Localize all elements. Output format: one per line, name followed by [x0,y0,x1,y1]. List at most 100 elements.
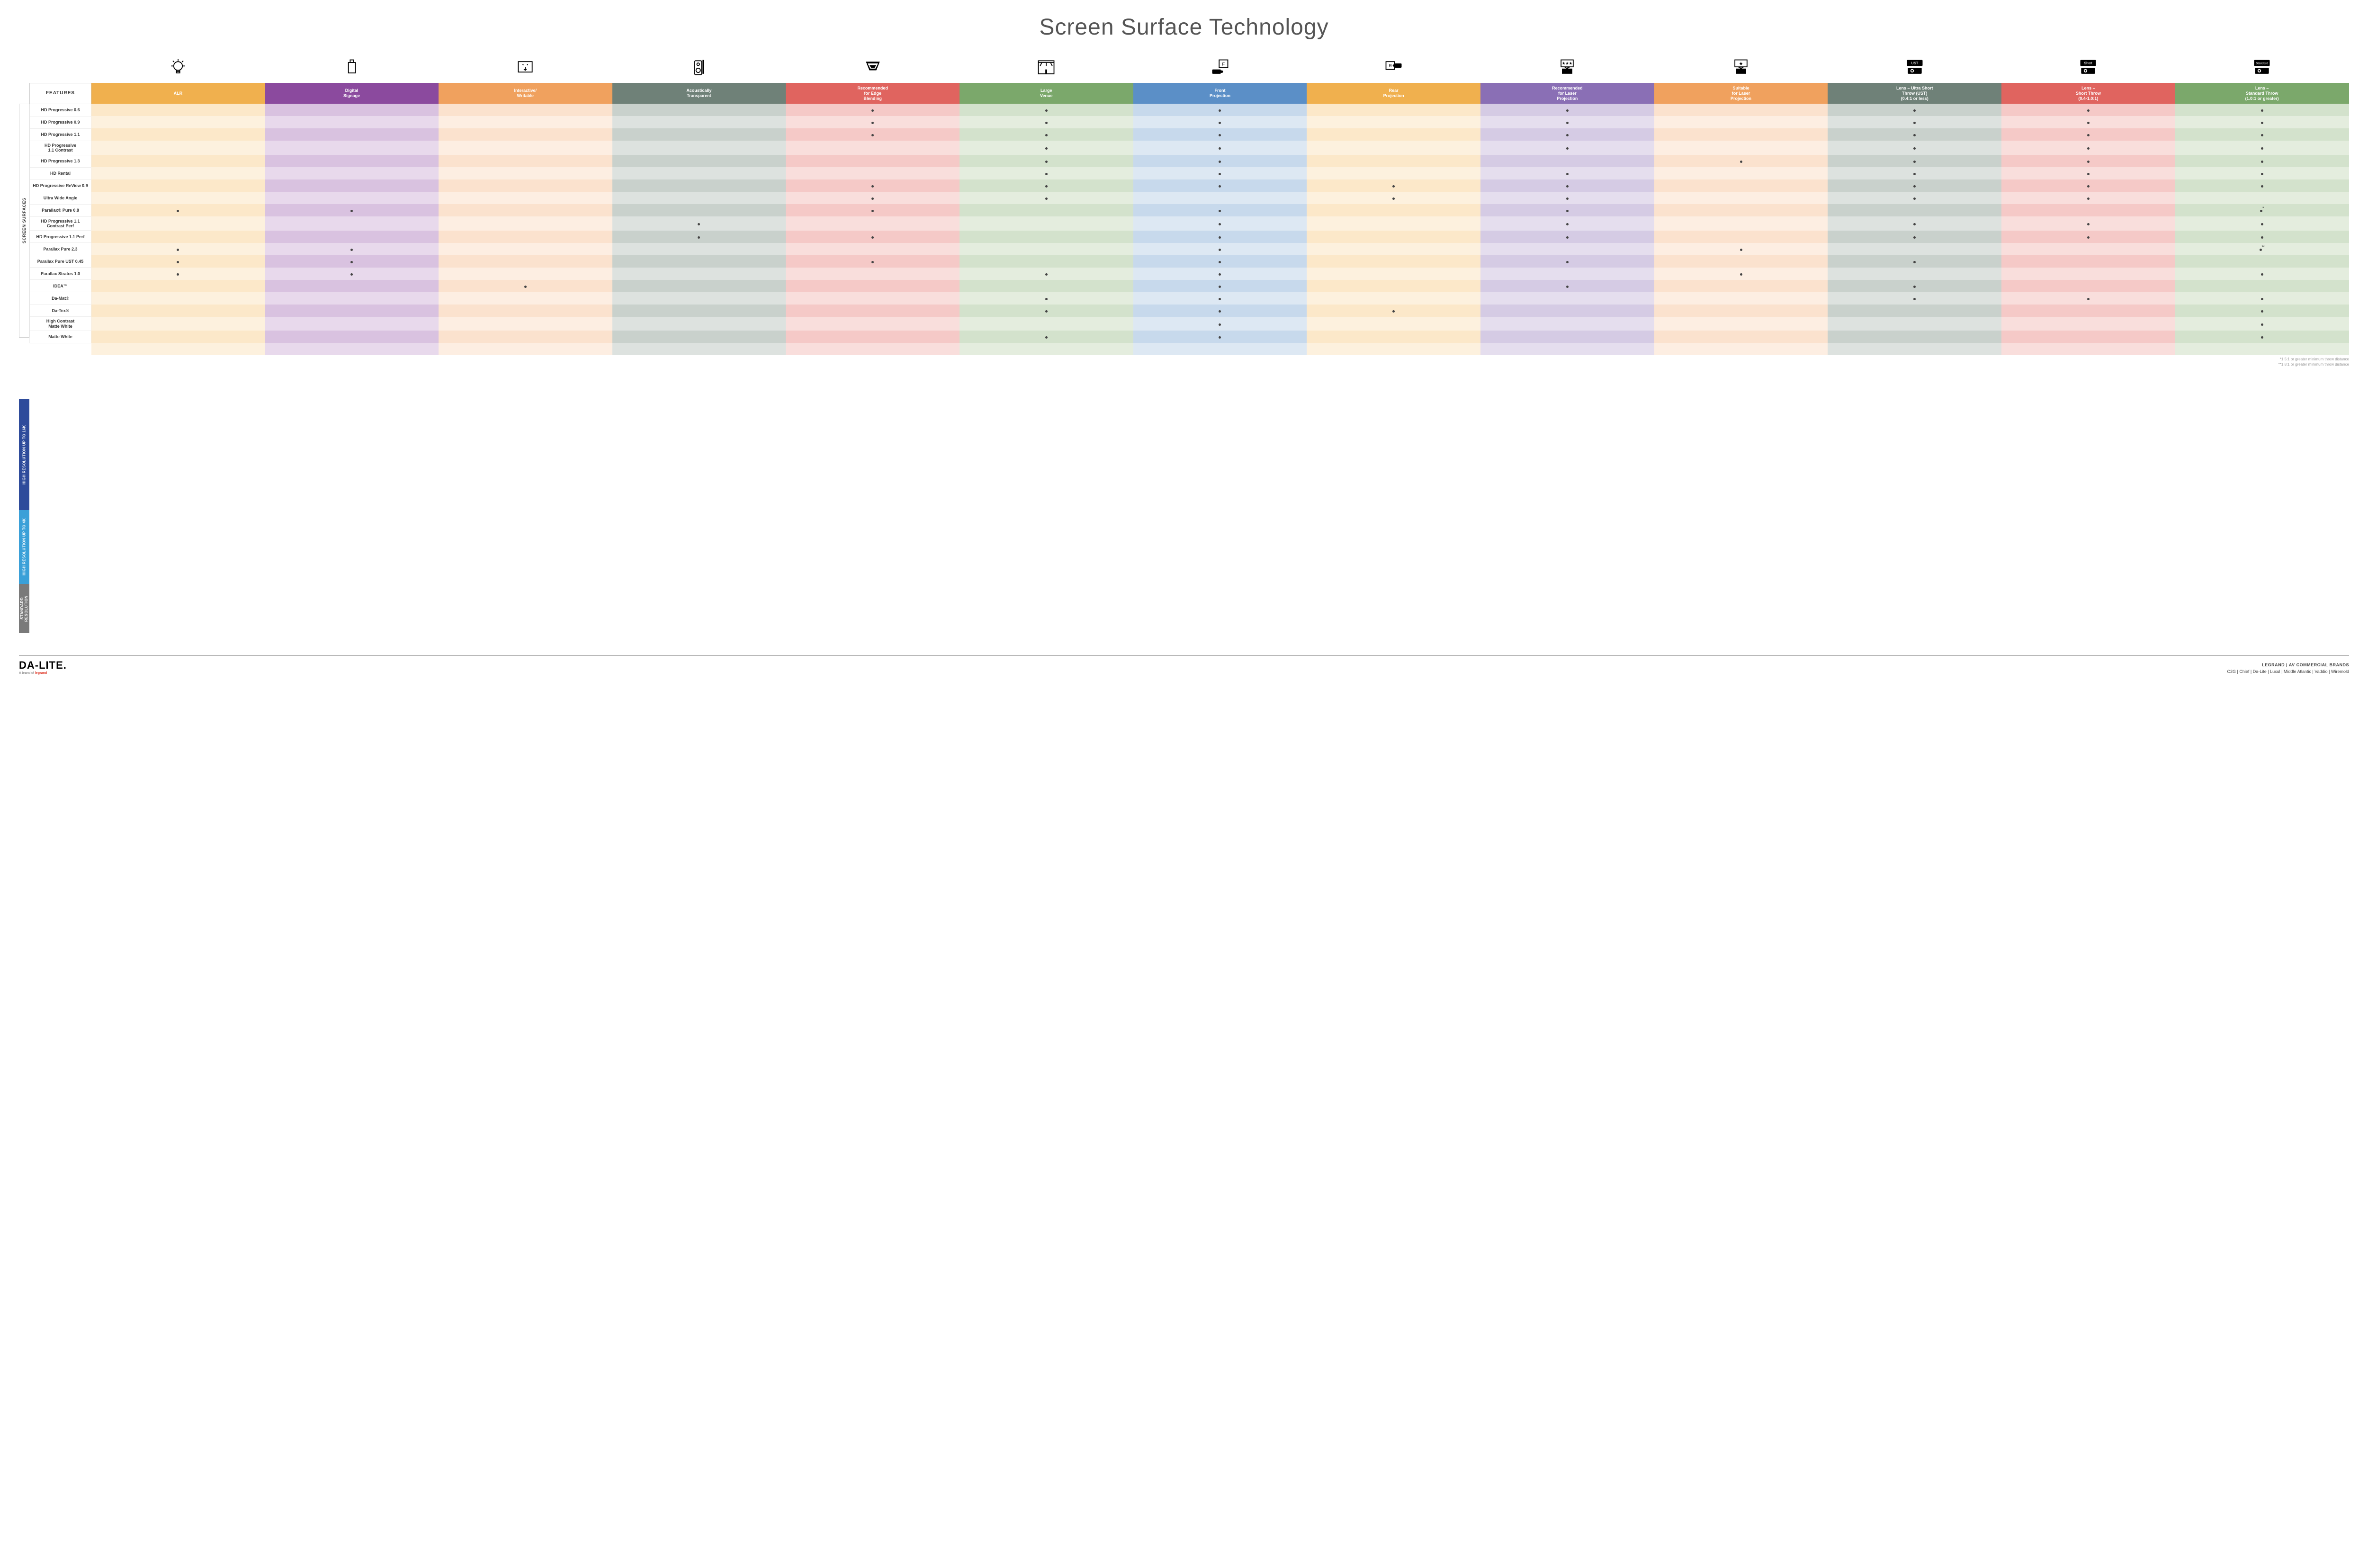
table-row: Matte White [30,331,2349,343]
cell-interact [439,305,612,317]
row-label: Matte White [30,331,91,343]
cell-acoustic [612,116,786,128]
cell-suitlaser [1654,292,1828,305]
table-row: Parallax Stratos 1.0 [30,268,2349,280]
cell-edge [786,231,960,243]
cell-digsig [265,192,439,204]
table-row: HD Progressive 1.1 Perf [30,231,2349,243]
signage-icon [265,54,439,83]
cell-short [2001,255,2175,268]
cell-digsig [265,155,439,167]
row-label: Parallax Pure 2.3 [30,243,91,255]
cell-alr [91,216,265,231]
table-row: Da-Mat® [30,292,2349,305]
cell-large [960,192,1133,204]
side-label-sr: STANDARD RESOLUTION [19,584,29,633]
cell-acoustic [612,255,786,268]
col-edge-header: Recommendedfor EdgeBlending [786,83,960,104]
table-row: HD Progressive 1.1Contrast Perf [30,216,2349,231]
cell-acoustic [612,179,786,192]
cell-acoustic [612,204,786,216]
cell-ust [1828,317,2001,331]
cell-digsig [265,128,439,141]
cell-alr [91,128,265,141]
cell-rear [1307,255,1480,268]
cell-suitlaser [1654,116,1828,128]
cell-short [2001,216,2175,231]
cell-ust [1828,216,2001,231]
cell-interact [439,116,612,128]
svg-text:R: R [1389,63,1392,68]
cell-digsig [265,255,439,268]
cell-rear [1307,155,1480,167]
cell-large [960,331,1133,343]
cell-front [1133,116,1307,128]
cell-short [2001,280,2175,292]
row-label: Parallax® Pure 0.8 [30,204,91,216]
cell-digsig [265,243,439,255]
cell-reclaser [1480,280,1654,292]
cell-reclaser [1480,179,1654,192]
cell-front [1133,231,1307,243]
table-row: HD Progressive 0.6 [30,104,2349,116]
cell-edge [786,204,960,216]
cell-rear [1307,317,1480,331]
cell-std: ** [2175,243,2349,255]
cell-front [1133,179,1307,192]
cell-digsig [265,317,439,331]
cell-acoustic [612,104,786,116]
cell-reclaser [1480,192,1654,204]
table-row: Da-Tex® [30,305,2349,317]
cell-front [1133,141,1307,155]
cell-interact [439,243,612,255]
cell-front [1133,292,1307,305]
icon-row: FR★★★★USTShortStandard [30,54,2349,83]
cell-ust [1828,243,2001,255]
cell-alr [91,231,265,243]
cell-ust [1828,141,2001,155]
cell-rear [1307,231,1480,243]
cell-std: * [2175,204,2349,216]
cell-large [960,243,1133,255]
row-label: HD Progressive 1.1 [30,128,91,141]
cell-ust [1828,167,2001,179]
cell-interact [439,255,612,268]
venue-icon [786,54,960,83]
table-row: Ultra Wide Angle [30,192,2349,204]
cell-acoustic [612,331,786,343]
cell-short [2001,292,2175,305]
cell-ust [1828,116,2001,128]
cell-edge [786,268,960,280]
cell-large [960,155,1133,167]
cell-rear [1307,179,1480,192]
cell-rear [1307,128,1480,141]
cell-large [960,255,1133,268]
page-title: Screen Surface Technology [19,14,2349,40]
row-label: HD Progressive 1.1 Perf [30,231,91,243]
cell-suitlaser [1654,255,1828,268]
cell-suitlaser [1654,128,1828,141]
table-row: HD Progressive 0.9 [30,116,2349,128]
header-row: FEATURESALRDigitalSignageInteractive/Wri… [30,83,2349,104]
cell-alr [91,116,265,128]
cell-reclaser [1480,104,1654,116]
cell-digsig [265,167,439,179]
cell-digsig [265,204,439,216]
cell-rear [1307,141,1480,155]
table-row: HD Rental [30,167,2349,179]
cell-acoustic [612,280,786,292]
cell-suitlaser [1654,192,1828,204]
cell-front [1133,167,1307,179]
cell-short [2001,305,2175,317]
cell-edge [786,128,960,141]
cell-rear [1307,292,1480,305]
cell-edge [786,280,960,292]
row-label: HD Progressive1.1 Contrast [30,141,91,155]
cell-front [1133,204,1307,216]
cell-edge [786,179,960,192]
cell-acoustic [612,216,786,231]
cell-reclaser [1480,231,1654,243]
bulb-icon [91,54,265,83]
svg-text:F: F [1222,62,1225,66]
table-row: Parallax Pure UST 0.45 [30,255,2349,268]
